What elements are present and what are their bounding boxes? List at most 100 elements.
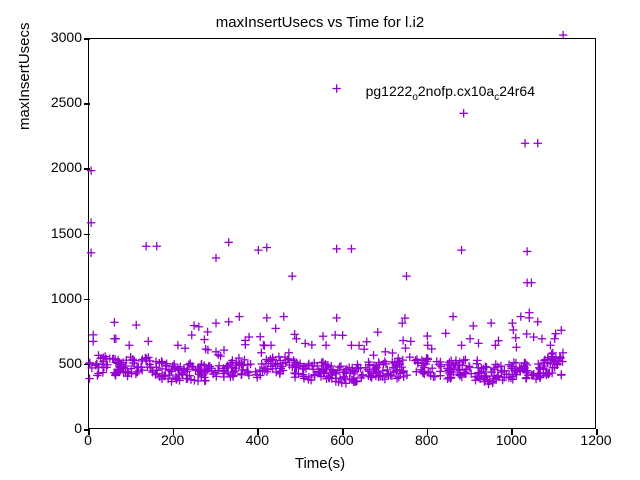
data-point: [142, 242, 150, 250]
x-tick-mark-200: [173, 429, 175, 435]
data-point: [423, 341, 431, 349]
data-point: [538, 335, 546, 343]
data-point: [181, 344, 189, 352]
data-point: [557, 370, 565, 378]
y-tick-label-1000: 1000: [34, 290, 82, 306]
data-point: [110, 318, 118, 326]
data-point: [332, 314, 340, 322]
data-point: [525, 314, 533, 322]
data-point: [144, 337, 152, 345]
data-point: [459, 109, 467, 117]
data-point: [225, 318, 233, 326]
data-point: [190, 321, 198, 329]
data-point: [457, 341, 465, 349]
data-point: [508, 319, 516, 327]
x-axis-label: Time(s): [0, 455, 640, 472]
data-point: [369, 351, 377, 359]
y-tick-label-500: 500: [34, 355, 82, 371]
x-tick-mark-400: [257, 429, 259, 435]
data-point: [87, 219, 95, 227]
data-point: [332, 245, 340, 253]
x-tick-mark-0: [88, 429, 90, 435]
data-point: [267, 341, 275, 349]
data-point: [423, 332, 431, 340]
data-point: [188, 331, 196, 339]
data-point: [449, 312, 457, 320]
y-tick-label-3000: 3000: [34, 29, 82, 45]
data-point: [338, 331, 346, 339]
data-point: [487, 319, 495, 327]
x-tick-mark-800: [427, 429, 429, 435]
data-point: [550, 335, 558, 343]
data-point: [374, 328, 382, 336]
data-point: [534, 139, 542, 147]
data-point: [469, 322, 477, 330]
data-point: [347, 245, 355, 253]
data-point: [110, 335, 118, 343]
chart-container: maxInsertUsecs vs Time for l.i2 maxInser…: [0, 0, 640, 480]
data-point: [195, 323, 203, 331]
data-point: [200, 335, 208, 343]
data-point: [280, 312, 288, 320]
data-point: [331, 331, 339, 339]
data-point: [263, 243, 271, 251]
data-point: [332, 84, 340, 92]
data-point: [457, 246, 465, 254]
data-point: [360, 345, 368, 353]
data-point: [308, 341, 316, 349]
data-point: [412, 368, 420, 376]
data-point: [523, 247, 531, 255]
y-axis-label: maxInsertUsecs: [16, 22, 33, 130]
data-point: [355, 341, 363, 349]
data-point: [85, 374, 93, 382]
data-point: [459, 356, 467, 364]
data-point: [521, 139, 529, 147]
y-tick-mark-2000: [84, 168, 90, 170]
data-point: [399, 336, 407, 344]
data-point: [254, 246, 262, 254]
data-point: [517, 312, 525, 320]
data-point: [290, 330, 298, 338]
data-point: [262, 355, 270, 363]
data-point: [559, 31, 567, 39]
plot-area: pg1222o2nofp.cx10ac24r64: [88, 38, 596, 429]
y-tick-mark-2500: [84, 103, 90, 105]
data-point: [512, 334, 520, 342]
data-point: [235, 312, 243, 320]
y-tick-mark-500: [84, 364, 90, 366]
data-point: [512, 343, 520, 351]
data-point: [388, 349, 396, 357]
data-point: [402, 272, 410, 280]
data-point: [259, 341, 267, 349]
data-point: [436, 371, 444, 379]
y-tick-mark-1500: [84, 234, 90, 236]
data-point: [401, 344, 409, 352]
y-tick-label-2500: 2500: [34, 94, 82, 110]
data-point: [466, 335, 474, 343]
data-point: [225, 238, 233, 246]
data-point: [271, 324, 279, 332]
y-tick-mark-3000: [84, 38, 90, 40]
data-point: [201, 345, 209, 353]
y-tick-label-1500: 1500: [34, 225, 82, 241]
data-point: [381, 348, 389, 356]
data-point: [263, 314, 271, 322]
data-point: [319, 332, 327, 340]
y-tick-label-2000: 2000: [34, 159, 82, 175]
data-point: [89, 337, 97, 345]
data-point: [301, 339, 309, 347]
x-tick-mark-1000: [511, 429, 513, 435]
data-point: [132, 321, 140, 329]
data-point: [437, 362, 445, 370]
data-point: [288, 272, 296, 280]
data-point: [442, 329, 450, 337]
data-point: [87, 249, 95, 257]
data-point: [474, 339, 482, 347]
x-tick-mark-600: [342, 429, 344, 435]
data-point: [527, 279, 535, 287]
data-point: [292, 335, 300, 343]
data-point: [407, 337, 415, 345]
y-tick-mark-1000: [84, 299, 90, 301]
data-point: [203, 328, 211, 336]
data-point: [546, 341, 554, 349]
